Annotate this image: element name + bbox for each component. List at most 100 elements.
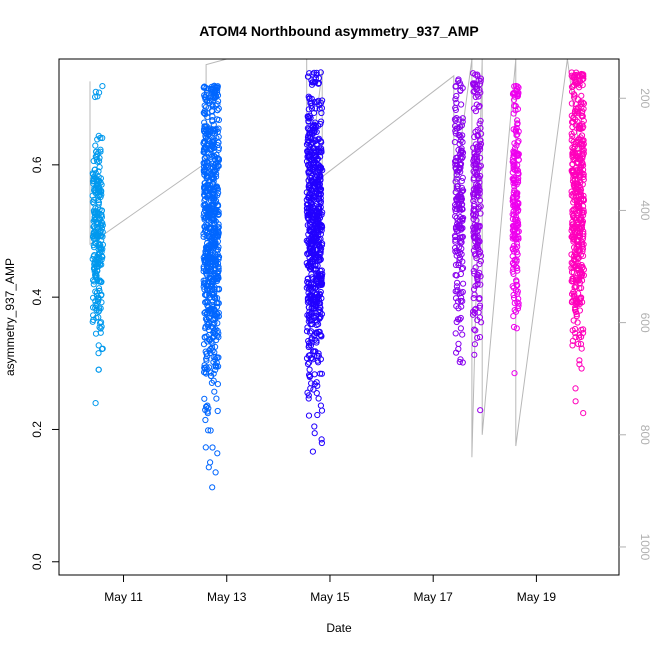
data-point	[578, 71, 585, 78]
data-point	[572, 263, 580, 270]
data-point	[570, 277, 577, 285]
data-point	[214, 84, 221, 91]
data-point	[208, 217, 215, 224]
data-point	[453, 197, 460, 204]
data-point	[509, 245, 516, 252]
data-point	[573, 180, 580, 187]
data-point	[453, 92, 460, 100]
data-point	[513, 235, 520, 242]
data-point	[471, 251, 479, 258]
data-point	[207, 427, 214, 434]
x-tick-label: May 19	[517, 590, 557, 604]
data-point	[200, 140, 207, 147]
y2-tick-label: 1000	[638, 534, 650, 561]
data-point	[211, 82, 218, 89]
data-point	[472, 71, 479, 78]
data-point	[476, 102, 483, 110]
data-point	[472, 161, 479, 168]
data-point	[200, 283, 207, 290]
data-point	[99, 345, 106, 352]
data-point	[202, 299, 209, 306]
data-point	[203, 85, 210, 92]
data-point	[572, 139, 580, 146]
data-point	[93, 307, 100, 314]
data-point	[308, 241, 315, 248]
data-point	[208, 281, 215, 288]
data-point	[580, 117, 587, 125]
data-point	[471, 326, 478, 333]
data-point	[474, 281, 481, 288]
data-point	[458, 122, 465, 129]
series-cluster-5	[469, 70, 485, 414]
data-point	[571, 290, 578, 297]
data-point	[201, 369, 208, 376]
data-point	[306, 198, 313, 205]
data-point	[569, 123, 576, 131]
data-point	[312, 173, 319, 180]
data-point	[459, 132, 466, 139]
data-point	[94, 179, 101, 186]
data-point	[459, 217, 466, 224]
data-point	[579, 71, 586, 79]
data-point	[475, 175, 482, 182]
data-point	[577, 156, 585, 164]
data-point	[317, 221, 324, 228]
data-point	[455, 249, 462, 257]
data-point	[512, 221, 519, 228]
data-point	[575, 110, 582, 117]
data-point	[477, 140, 485, 148]
data-point	[572, 283, 579, 290]
data-point	[213, 258, 220, 265]
data-point	[206, 191, 213, 198]
data-point	[96, 277, 104, 284]
data-point	[514, 93, 521, 100]
data-point	[472, 264, 479, 271]
data-point	[200, 233, 207, 240]
data-point	[454, 154, 461, 161]
data-point	[574, 251, 581, 258]
data-point	[306, 147, 313, 154]
data-point	[580, 105, 587, 112]
data-point	[580, 123, 587, 131]
data-point	[313, 379, 320, 386]
data-point	[308, 317, 316, 324]
data-point	[95, 178, 103, 185]
data-point	[213, 126, 220, 133]
data-point	[470, 308, 477, 315]
data-point	[571, 257, 578, 264]
data-point	[457, 168, 464, 175]
data-point	[89, 256, 96, 263]
y2-tick-label: 400	[638, 200, 650, 220]
data-point	[92, 330, 100, 337]
data-point	[511, 370, 518, 377]
data-point	[453, 125, 460, 132]
data-point	[576, 125, 583, 132]
data-point	[451, 116, 458, 123]
data-point	[510, 110, 517, 117]
data-point	[315, 79, 322, 87]
data-point	[318, 436, 325, 443]
data-point	[204, 287, 211, 294]
data-point	[569, 153, 576, 160]
data-point	[576, 207, 583, 214]
data-point	[206, 225, 213, 233]
data-point	[477, 125, 484, 132]
data-point	[308, 336, 315, 343]
data-point	[311, 430, 318, 437]
data-point	[570, 156, 577, 163]
data-point	[514, 299, 521, 306]
data-point	[201, 107, 208, 114]
data-point	[472, 327, 479, 334]
data-point	[457, 314, 464, 322]
data-point	[574, 221, 581, 228]
data-point	[580, 137, 587, 144]
data-point	[458, 178, 465, 185]
data-point	[316, 184, 323, 191]
data-point	[89, 318, 96, 325]
data-point	[470, 168, 477, 175]
data-point	[477, 407, 484, 414]
data-point	[215, 133, 222, 140]
data-point	[209, 194, 216, 201]
y-tick-label: 0.0	[30, 553, 44, 570]
